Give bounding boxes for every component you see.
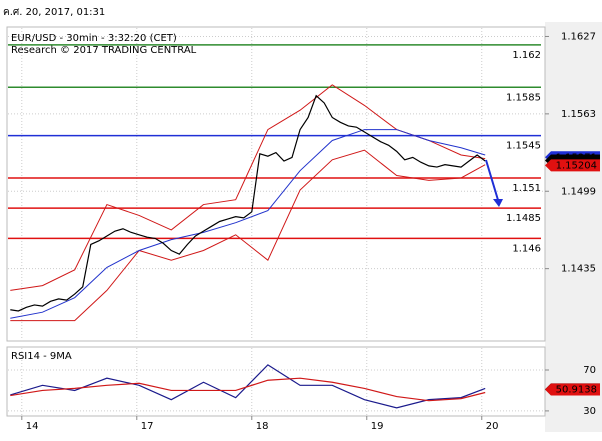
level-label: 1.1485: [506, 213, 541, 224]
x-tick-label: 17: [141, 421, 154, 432]
level-label: 1.146: [512, 243, 541, 254]
x-tick-label: 18: [256, 421, 269, 432]
level-label: 1.1585: [506, 92, 541, 103]
header-text: ค.ศ. 20, 2017, 01:31: [3, 7, 105, 18]
y-tick-label: 1.1435: [561, 264, 596, 275]
band-line: [10, 149, 486, 322]
forecast-arrow-head: [493, 199, 503, 207]
chart-title: EUR/USD - 30min - 3:32:20 (CET): [11, 33, 177, 44]
band-line: [10, 129, 486, 319]
y-tick-label: 1.1563: [561, 109, 596, 120]
x-tick-label: 20: [486, 421, 499, 432]
x-tick-label: 19: [371, 421, 384, 432]
price-box: [545, 159, 600, 172]
series-line: [10, 364, 486, 409]
y-tick-label: 1.1499: [561, 186, 596, 197]
y-tick-label: 30: [583, 406, 596, 417]
main-panel: [6, 26, 546, 342]
level-label: 1.1545: [506, 141, 541, 152]
forecast-arrow: [485, 159, 499, 201]
rsi-title: RSI14 - 9MA: [11, 351, 72, 362]
level-label: 1.162: [512, 50, 541, 61]
series-line: [10, 377, 486, 402]
chart-subtitle: Research © 2017 TRADING CENTRAL: [11, 45, 197, 56]
rsi-panel: [6, 346, 546, 417]
level-label: 1.151: [512, 183, 541, 194]
price-box-label: 1.15204: [556, 160, 597, 171]
series-line: [10, 94, 486, 312]
price-axis: [545, 22, 602, 432]
y-tick-label: 1.1627: [561, 31, 596, 42]
y-tick-label: 70: [583, 365, 596, 376]
x-tick-label: 14: [26, 421, 39, 432]
price-box: [545, 383, 600, 396]
price-box-label: 50.9138: [556, 385, 597, 396]
